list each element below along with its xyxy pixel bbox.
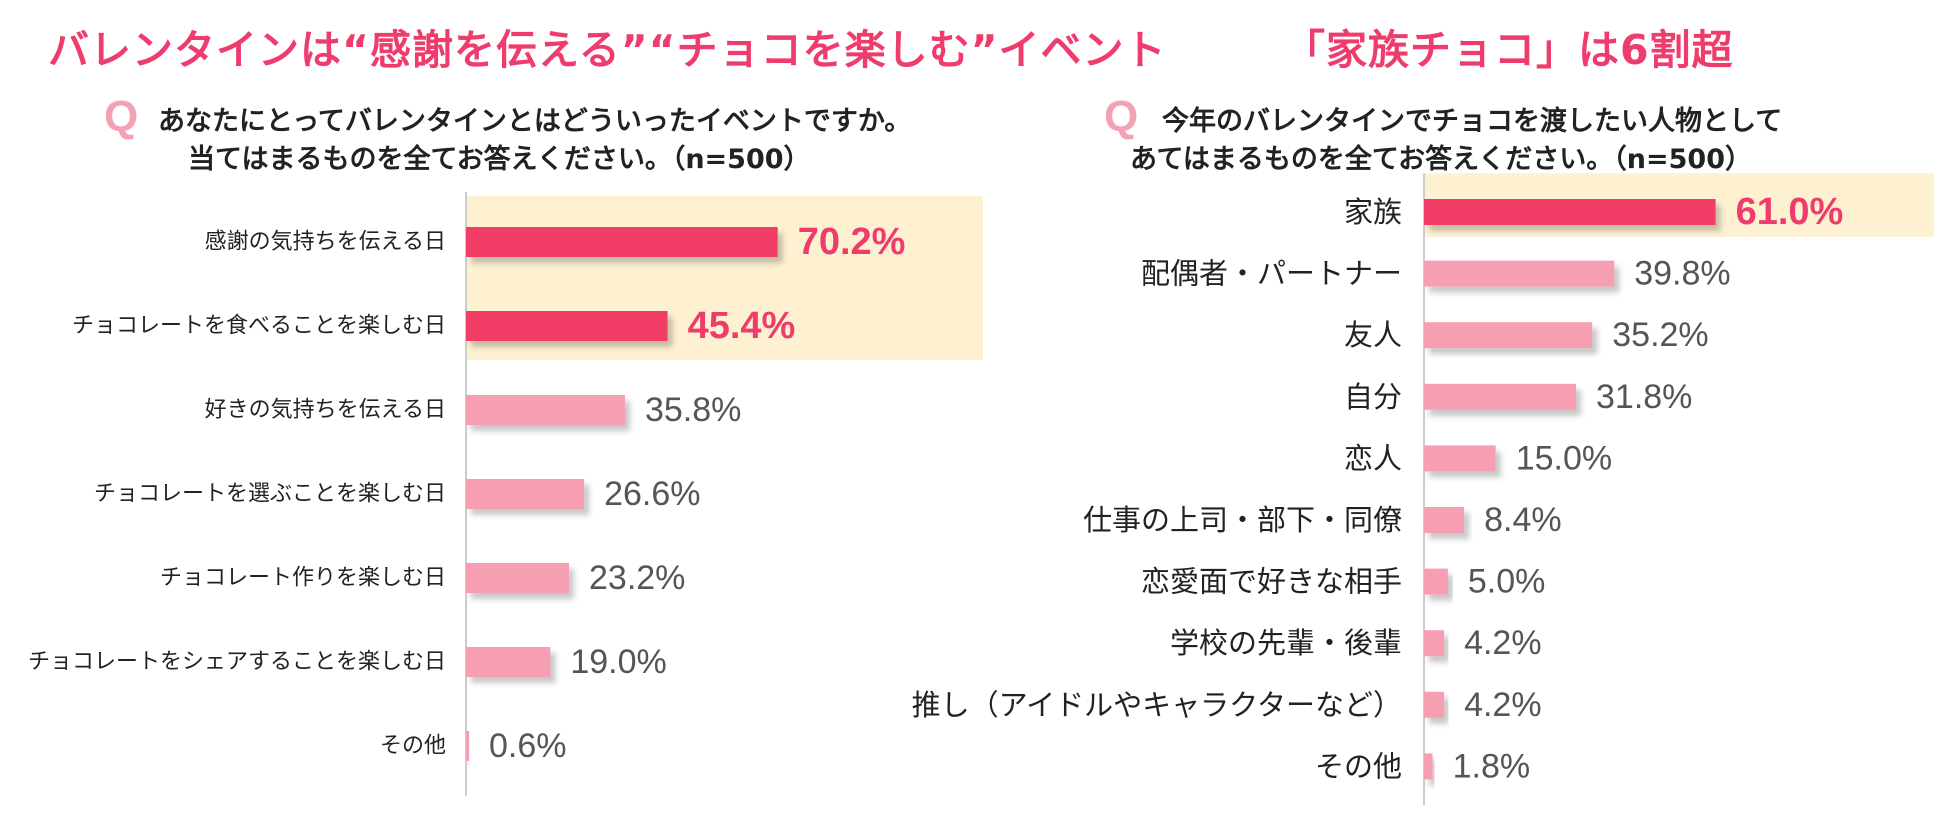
- left-value-label-2: 35.8%: [645, 391, 741, 429]
- right-bar-6: [1424, 568, 1448, 595]
- right-question-line1: 今年のバレンタインでチョコを渡したい人物として: [1162, 106, 1783, 137]
- right-value-label-8: 4.2%: [1464, 686, 1542, 724]
- left-category-label-0: 感謝の気持ちを伝える日: [205, 230, 446, 255]
- left-category-label-1: チョコレートを食べることを楽しむ日: [72, 314, 446, 339]
- right-value-label-7: 4.2%: [1464, 624, 1542, 662]
- left-bar-0: [466, 227, 778, 257]
- right-value-label-9: 1.8%: [1453, 747, 1531, 785]
- left-bar-3: [466, 479, 585, 509]
- right-value-label-5: 8.4%: [1484, 501, 1562, 539]
- left-question-mark: Q: [104, 92, 139, 141]
- right-value-label-1: 39.8%: [1634, 255, 1730, 293]
- right-bar-9: [1424, 753, 1433, 780]
- right-bar-8: [1424, 691, 1445, 718]
- left-bar-chart: 感謝の気持ちを伝える日 70.2% チョコレートを食べることを楽しむ日 45.4% 好き…: [28, 192, 983, 796]
- left-value-label-6: 0.6%: [489, 727, 567, 765]
- right-value-label-2: 35.2%: [1612, 316, 1708, 354]
- right-panel: 「家族チョコ」は6割超 Q 今年のバレンタインでチョコを渡したい人物として あて…: [912, 0, 1950, 829]
- left-panel: バレンタインは“感謝を伝える”“チョコを楽しむ”イベント Q あなたにとってバレ…: [28, 26, 1166, 796]
- left-category-label-3: チョコレートを選ぶことを楽しむ日: [94, 482, 446, 507]
- right-value-label-4: 15.0%: [1516, 439, 1612, 477]
- left-question-line1: あなたにとってバレンタインとはどういったイベントですか。: [158, 106, 912, 137]
- left-headline: バレンタインは“感謝を伝える”“チョコを楽しむ”イベント: [48, 26, 1167, 74]
- right-question-line2: あてはまるものを全てお答えください。（n=500）: [1130, 144, 1753, 175]
- right-category-label-1: 配偶者・パートナー: [1141, 257, 1402, 291]
- right-bar-2: [1424, 322, 1593, 349]
- right-bar-7: [1424, 630, 1445, 657]
- right-bar-1: [1424, 260, 1615, 287]
- right-bar-5: [1424, 507, 1465, 533]
- right-category-label-9: その他: [1315, 749, 1402, 783]
- left-category-label-5: チョコレートをシェアすることを楽しむ日: [28, 650, 446, 675]
- right-value-label-6: 5.0%: [1468, 563, 1546, 601]
- left-question-line2: 当てはまるものを全てお答えください。（n=500）: [188, 144, 811, 175]
- right-bar-4: [1424, 445, 1496, 472]
- left-value-label-5: 19.0%: [570, 643, 666, 681]
- left-value-label-0: 70.2%: [798, 221, 906, 263]
- left-bar-4: [466, 563, 570, 593]
- left-bar-2: [466, 395, 625, 425]
- right-value-label-3: 31.8%: [1596, 378, 1692, 416]
- right-bar-0: [1424, 199, 1716, 225]
- right-category-label-8: 推し（アイドルやキャラクターなど）: [912, 688, 1402, 722]
- right-category-label-4: 恋人: [1344, 441, 1402, 475]
- left-bar-5: [466, 647, 551, 677]
- right-headline: 「家族チョコ」は6割超: [1284, 26, 1734, 74]
- left-value-label-4: 23.2%: [589, 559, 685, 597]
- right-question-mark: Q: [1104, 92, 1139, 141]
- right-category-label-2: 友人: [1344, 318, 1402, 352]
- right-value-label-0: 61.0%: [1736, 191, 1844, 233]
- left-value-label-3: 26.6%: [604, 475, 700, 513]
- right-category-label-0: 家族: [1344, 195, 1402, 229]
- right-category-label-6: 恋愛面で好きな相手: [1141, 565, 1402, 599]
- right-category-label-3: 自分: [1344, 380, 1402, 414]
- left-category-label-4: チョコレート作りを楽しむ日: [160, 566, 446, 591]
- left-bar-1: [466, 311, 668, 341]
- right-category-label-5: 仕事の上司・部下・同僚: [1083, 503, 1402, 537]
- right-bar-3: [1424, 383, 1577, 410]
- right-category-label-7: 学校の先輩・後輩: [1170, 626, 1402, 660]
- right-bar-chart: 家族 61.0% 配偶者・パートナー 39.8% 友人 35.2% 自分 31.8% 恋人 15.…: [912, 173, 1934, 806]
- left-value-label-1: 45.4%: [688, 305, 796, 347]
- left-category-label-2: 好きの気持ちを伝える日: [205, 398, 446, 423]
- left-category-label-6: その他: [380, 734, 446, 759]
- left-bar-6: [466, 731, 469, 761]
